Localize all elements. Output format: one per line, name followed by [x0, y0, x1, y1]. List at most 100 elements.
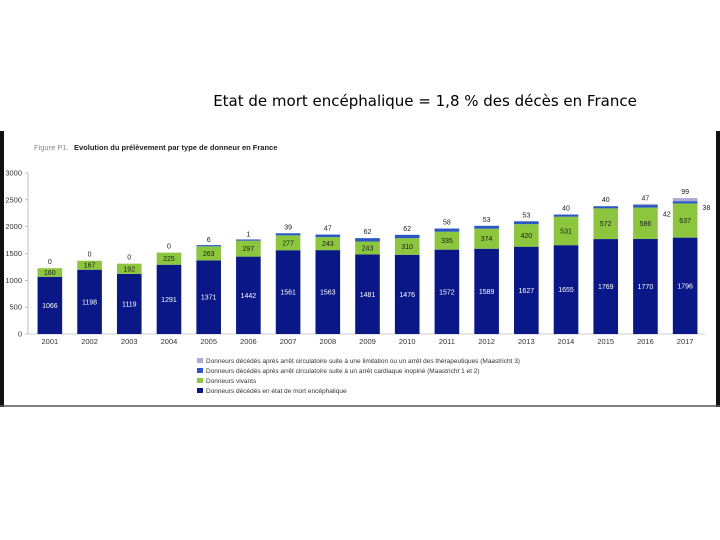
x-tick-label: 2014 [558, 337, 575, 346]
x-tick-label: 2017 [677, 337, 694, 346]
data-label-2005-brain-death: 1371 [201, 295, 217, 302]
data-label-2006-maastricht12: 1 [246, 232, 250, 239]
data-label-2016-living: 586 [640, 221, 652, 228]
bar-segment-2012-s2 [474, 225, 499, 229]
legend-label-2: Donneurs décédés après arrêt circulatoir… [206, 368, 480, 375]
bar-segment-2010-s2 [394, 234, 420, 239]
data-label-2015-living: 572 [600, 221, 612, 228]
data-label-2004-brain-death: 1291 [161, 297, 177, 304]
bar-segment-2016-s1 [633, 207, 658, 240]
bar-segment-2007-s1 [275, 235, 301, 251]
bar-segment-2002-s0 [77, 269, 102, 334]
bar-segment-2004-s1 [156, 252, 182, 265]
data-label-2001-living: 160 [44, 270, 56, 277]
data-label-2017-living: 637 [679, 218, 691, 225]
x-tick-label: 2008 [319, 337, 336, 346]
bar-segment-2014-s0 [553, 245, 579, 334]
chart-right-border [716, 131, 720, 407]
data-label-2014-maastricht12: 40 [562, 206, 570, 213]
bar-segment-2009-s1 [355, 241, 380, 255]
legend-swatch-3 [197, 358, 203, 363]
data-label-2011-brain-death: 1572 [439, 289, 455, 296]
bar-segment-2017-s1 [672, 203, 698, 238]
data-label-2009-brain-death: 1481 [360, 292, 376, 299]
data-label-2013-brain-death: 1627 [519, 288, 535, 295]
x-tick-label: 2015 [597, 337, 614, 346]
data-label-2017-maastricht12: 99 [681, 189, 689, 196]
x-tick-label: 2009 [359, 337, 376, 346]
data-label-2010-living: 310 [401, 244, 413, 251]
bar-segment-2005-s2 [196, 245, 221, 247]
data-label-2016-brain-death: 1770 [638, 284, 654, 291]
bar-segment-2013-s0 [514, 246, 539, 334]
bar-segment-2016-s0 [633, 239, 658, 334]
chart-left-border [0, 131, 4, 407]
data-label-2008-brain-death: 1563 [320, 290, 336, 297]
bar-segment-2005-s1 [196, 246, 221, 261]
x-tick-label: 2001 [42, 337, 59, 346]
data-label-2012-maastricht12: 53 [483, 217, 491, 224]
data-label-2012-brain-death: 1589 [479, 289, 495, 296]
bar-segment-2009-s2 [355, 238, 380, 242]
legend-swatch-0 [197, 388, 203, 393]
bar-segment-2006-s1 [236, 240, 261, 257]
x-tick-label: 2007 [280, 337, 297, 346]
x-tick-label: 2002 [81, 337, 98, 346]
data-label-2014-brain-death: 1655 [558, 287, 574, 294]
bar-segment-2001-s0 [37, 276, 63, 334]
bar-segment-2006-s0 [236, 256, 261, 334]
bar-segment-2002-s1 [77, 260, 102, 270]
data-label-2011-maastricht12: 58 [443, 220, 451, 227]
data-label-2004-living: 225 [163, 256, 175, 263]
bar-segment-2013-s2 [514, 221, 539, 225]
data-label-2003-maastricht12: 0 [127, 255, 131, 262]
bar-segment-2017-s0 [672, 237, 698, 334]
data-label-2010-maastricht12: 62 [403, 226, 411, 233]
bar-segment-2005-s0 [196, 260, 221, 334]
data-label-2002-brain-death: 1198 [82, 299, 97, 306]
x-tick-label: 2004 [161, 337, 178, 346]
legend-label-1: Donneurs vivants [206, 378, 257, 385]
bar-segment-2009-s0 [355, 254, 380, 334]
legend-swatch-2 [197, 368, 203, 373]
x-tick-label: 2016 [637, 337, 654, 346]
x-tick-label: 2011 [439, 337, 455, 346]
bar-segment-2008-s2 [315, 234, 341, 238]
data-label-2015-brain-death: 1769 [598, 284, 614, 291]
data-label-2014-living: 531 [560, 228, 572, 235]
data-label-2009-living: 243 [362, 245, 374, 252]
bar-segment-2008-s0 [315, 250, 341, 334]
bar-segment-2015-s0 [593, 239, 619, 334]
data-label-2016-maastricht3: 42 [663, 212, 671, 219]
bar-segment-2011-s2 [434, 228, 460, 232]
x-tick-label: 2010 [399, 337, 416, 346]
stacked-bar-chart: Figure P1. Evolution du prélèvement par … [0, 131, 720, 407]
data-label-2011-living: 335 [441, 238, 453, 245]
figure-title: Evolution du prélèvement par type de don… [74, 143, 277, 152]
bar-segment-2007-s0 [275, 250, 301, 334]
data-label-2008-maastricht12: 47 [324, 226, 332, 233]
x-tick-label: 2005 [200, 337, 217, 346]
bar-segment-2014-s1 [553, 216, 579, 246]
y-tick-label: 2500 [5, 195, 22, 204]
y-tick-label: 1000 [5, 276, 22, 285]
bar-segment-2010-s1 [394, 238, 420, 255]
data-label-2004-maastricht12: 0 [167, 244, 171, 251]
x-tick-label: 2013 [518, 337, 535, 346]
data-label-2005-maastricht12: 6 [207, 237, 211, 244]
data-label-2001-brain-death: 1066 [42, 303, 58, 310]
y-tick-label: 0 [18, 330, 22, 339]
data-label-2016-maastricht12: 47 [642, 196, 650, 203]
bar-segment-2011-s0 [434, 249, 460, 334]
bar-segment-2007-s2 [275, 233, 301, 236]
data-label-2007-maastricht12: 39 [284, 224, 292, 231]
y-tick-label: 3000 [5, 169, 22, 178]
data-label-2006-brain-death: 1442 [241, 293, 257, 300]
x-tick-label: 2006 [240, 337, 257, 346]
data-label-2005-living: 263 [203, 251, 215, 258]
bar-segment-2014-s2 [553, 214, 579, 217]
data-label-2007-brain-death: 1561 [280, 290, 296, 297]
bar-segment-2013-s1 [514, 224, 539, 247]
bar-segment-2003-s0 [116, 273, 142, 334]
data-label-2017-brain-death: 1796 [677, 283, 693, 290]
